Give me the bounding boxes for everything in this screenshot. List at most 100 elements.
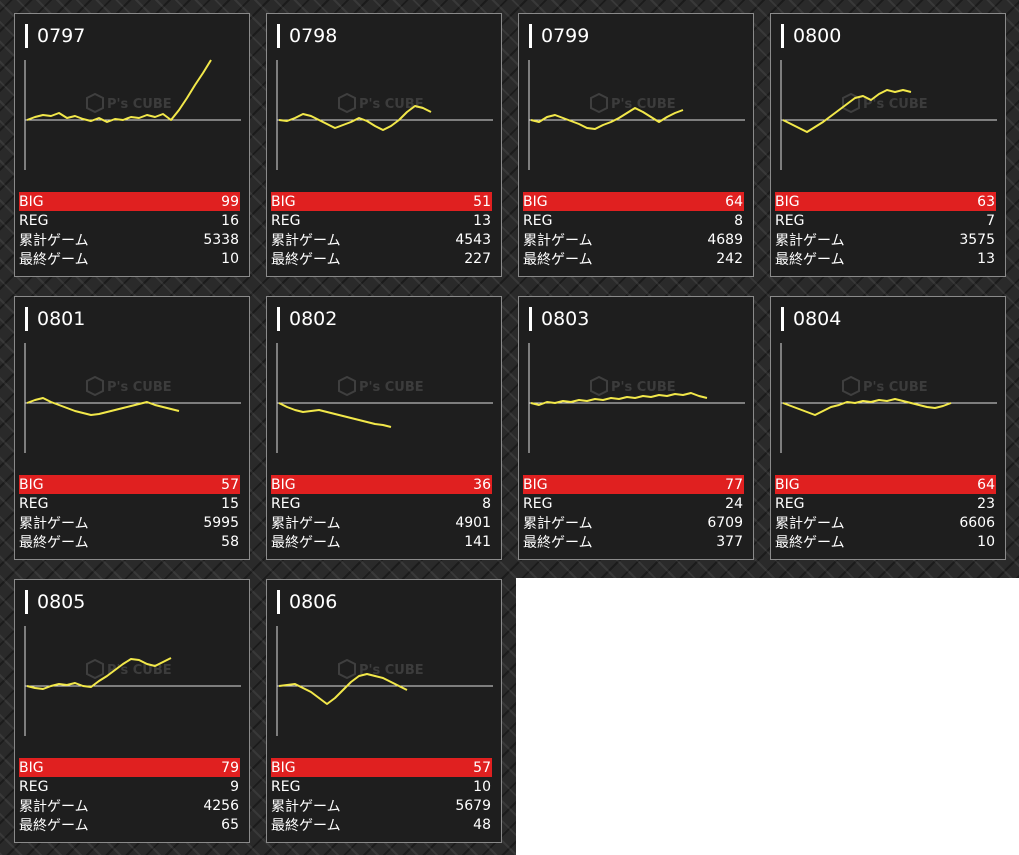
watermark-logo: P's CUBE [86,658,172,680]
last-game-value: 141 [464,533,491,550]
svg-text:P's CUBE: P's CUBE [107,663,172,678]
reg-row: REG 16 [19,211,239,230]
machine-card-0799[interactable]: 0799 P's CUBE BIG 64 REG 8 累計ゲーム 4689 [518,13,754,277]
machine-number: 0797 [25,24,85,48]
total-games-label: 累計ゲーム [775,232,845,249]
reg-row: REG 7 [775,211,995,230]
last-game-label: 最終ゲーム [19,817,89,834]
big-row: BIG 79 [19,758,240,777]
machine-card-0803[interactable]: 0803 P's CUBE BIG 77 REG 24 累計ゲーム 6709 [518,296,754,560]
total-games-value: 4256 [203,797,239,814]
slump-graph: P's CUBE [780,343,997,453]
graph-line [278,673,408,705]
graph-line [26,397,180,416]
big-value: 57 [221,476,239,493]
machine-card-0804[interactable]: 0804 P's CUBE BIG 64 REG 23 累計ゲーム 6606 [770,296,1006,560]
total-games-value: 6606 [959,514,995,531]
reg-value: 15 [221,495,239,512]
total-games-value: 5338 [203,231,239,248]
last-game-row: 最終ゲーム 227 [271,249,491,268]
reg-value: 13 [473,212,491,229]
big-row: BIG 64 [523,192,744,211]
svg-text:P's CUBE: P's CUBE [359,97,424,112]
graph-line [278,402,392,428]
last-game-label: 最終ゲーム [775,251,845,268]
reg-label: REG [271,778,301,795]
machine-number: 0806 [277,590,337,614]
big-value: 51 [473,193,491,210]
total-games-value: 5679 [455,797,491,814]
big-value: 64 [725,193,743,210]
machine-number: 0798 [277,24,337,48]
slump-graph: P's CUBE [24,626,241,736]
machine-number: 0801 [25,307,85,331]
machine-card-0797[interactable]: 0797 P's CUBE BIG 99 REG 16 累計ゲーム 5338 [14,13,250,277]
watermark-logo: P's CUBE [590,375,676,397]
total-games-value: 6709 [707,514,743,531]
last-game-label: 最終ゲーム [775,534,845,551]
last-game-value: 48 [473,816,491,833]
svg-text:P's CUBE: P's CUBE [359,380,424,395]
stats-table: BIG 51 REG 13 累計ゲーム 4543 最終ゲーム 227 [271,192,492,268]
machine-number: 0804 [781,307,841,331]
svg-text:P's CUBE: P's CUBE [863,97,928,112]
last-game-row: 最終ゲーム 48 [271,815,491,834]
graph-line [26,59,212,123]
last-game-value: 377 [716,533,743,550]
reg-value: 9 [230,778,239,795]
last-game-row: 最終ゲーム 10 [775,532,995,551]
total-games-label: 累計ゲーム [523,515,593,532]
machine-number: 0800 [781,24,841,48]
total-games-row: 累計ゲーム 4689 [523,230,743,249]
reg-value: 8 [734,212,743,229]
total-games-value: 4543 [455,231,491,248]
big-value: 77 [725,476,743,493]
graph-line [782,89,912,133]
last-game-value: 242 [716,250,743,267]
reg-label: REG [19,212,49,229]
total-games-row: 累計ゲーム 3575 [775,230,995,249]
last-game-value: 58 [221,533,239,550]
graph-line [530,392,708,406]
stats-table: BIG 64 REG 23 累計ゲーム 6606 最終ゲーム 10 [775,475,996,551]
graph-line [26,657,172,690]
big-label: BIG [271,759,296,776]
big-label: BIG [19,759,44,776]
big-value: 57 [473,759,491,776]
stats-table: BIG 99 REG 16 累計ゲーム 5338 最終ゲーム 10 [19,192,240,268]
slump-graph: P's CUBE [24,59,241,170]
svg-text:P's CUBE: P's CUBE [863,380,928,395]
big-label: BIG [523,193,548,210]
big-row: BIG 63 [775,192,996,211]
machine-card-0805[interactable]: 0805 P's CUBE BIG 79 REG 9 累計ゲーム 4256 [14,579,250,843]
watermark-logo: P's CUBE [86,92,172,114]
machine-number: 0802 [277,307,337,331]
reg-label: REG [523,495,553,512]
machine-card-0806[interactable]: 0806 P's CUBE BIG 57 REG 10 累計ゲーム 5679 [266,579,502,843]
machine-card-0802[interactable]: 0802 P's CUBE BIG 36 REG 8 累計ゲーム 4901 [266,296,502,560]
big-value: 63 [977,193,995,210]
total-games-row: 累計ゲーム 6709 [523,513,743,532]
big-value: 79 [221,759,239,776]
total-games-label: 累計ゲーム [775,515,845,532]
graph-line [530,107,684,130]
watermark-logo: P's CUBE [590,92,676,114]
last-game-value: 227 [464,250,491,267]
reg-label: REG [271,212,301,229]
reg-label: REG [19,495,49,512]
machine-card-0798[interactable]: 0798 P's CUBE BIG 51 REG 13 累計ゲーム 4543 [266,13,502,277]
reg-row: REG 8 [271,494,491,513]
machine-card-0801[interactable]: 0801 P's CUBE BIG 57 REG 15 累計ゲーム 5995 [14,296,250,560]
big-row: BIG 57 [271,758,492,777]
watermark-logo: P's CUBE [338,92,424,114]
total-games-row: 累計ゲーム 4901 [271,513,491,532]
big-row: BIG 77 [523,475,744,494]
last-game-label: 最終ゲーム [271,534,341,551]
machine-card-0800[interactable]: 0800 P's CUBE BIG 63 REG 7 累計ゲーム 3575 [770,13,1006,277]
stats-table: BIG 63 REG 7 累計ゲーム 3575 最終ゲーム 13 [775,192,996,268]
svg-text:P's CUBE: P's CUBE [107,97,172,112]
reg-row: REG 9 [19,777,239,796]
total-games-label: 累計ゲーム [19,232,89,249]
last-game-value: 10 [977,533,995,550]
big-row: BIG 99 [19,192,240,211]
